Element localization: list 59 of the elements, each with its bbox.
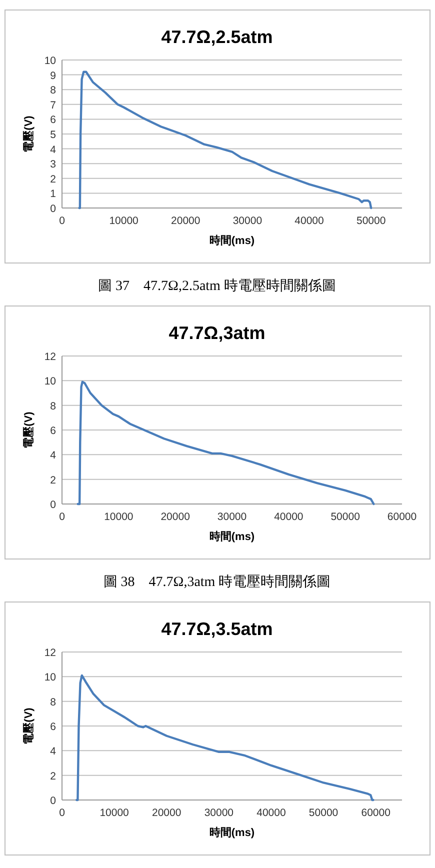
y-tick-label: 10 — [44, 376, 56, 388]
y-tick-label: 2 — [50, 173, 56, 186]
x-axis-title: 時間(ms) — [209, 530, 255, 543]
y-tick-label: 4 — [50, 144, 56, 156]
x-tick-label: 30000 — [232, 215, 262, 227]
y-tick-label: 8 — [50, 696, 56, 708]
y-axis-title: 電壓(V) — [22, 411, 35, 448]
y-tick-label: 8 — [50, 400, 56, 412]
x-tick-label: 40000 — [294, 215, 324, 227]
y-axis-title: 電壓(V) — [22, 115, 35, 152]
x-axis-title: 時間(ms) — [209, 826, 255, 839]
x-axis-title: 時間(ms) — [209, 234, 255, 247]
y-tick-label: 5 — [50, 129, 56, 141]
x-tick-label: 50000 — [308, 807, 338, 819]
y-tick-label: 0 — [50, 795, 56, 807]
y-tick-label: 2 — [50, 474, 56, 486]
x-tick-label: 30000 — [204, 807, 234, 819]
x-tick-label: 0 — [59, 511, 66, 523]
caption: 圖 38 47.7Ω,3atm 時電壓時間關係圖 — [103, 574, 331, 590]
x-tick-label: 0 — [59, 215, 66, 227]
y-tick-label: 2 — [50, 770, 56, 782]
y-axis-title: 電壓(V) — [22, 707, 35, 744]
y-tick-label: 12 — [44, 647, 56, 659]
x-tick-label: 40000 — [256, 807, 286, 819]
x-tick-label: 50000 — [356, 215, 386, 227]
x-tick-label: 10000 — [109, 215, 139, 227]
chart-title: 47.7Ω,2.5atm — [161, 27, 273, 47]
y-tick-label: 9 — [50, 70, 56, 82]
y-tick-label: 10 — [44, 55, 56, 67]
caption: 圖 37 47.7Ω,2.5atm 時電壓時間關係圖 — [98, 278, 336, 294]
x-tick-label: 50000 — [330, 511, 360, 523]
x-tick-label: 0 — [59, 807, 66, 819]
x-tick-label: 60000 — [361, 807, 391, 819]
y-tick-label: 4 — [50, 450, 56, 462]
y-tick-label: 4 — [50, 746, 56, 758]
y-tick-label: 0 — [50, 499, 56, 511]
y-tick-label: 12 — [44, 351, 56, 363]
y-tick-label: 10 — [44, 672, 56, 684]
y-tick-label: 8 — [50, 84, 56, 97]
x-tick-label: 60000 — [387, 511, 417, 523]
x-tick-label: 20000 — [160, 511, 190, 523]
x-tick-label: 10000 — [104, 511, 134, 523]
line-series — [76, 380, 375, 506]
x-tick-label: 10000 — [100, 807, 130, 819]
y-tick-label: 6 — [50, 114, 56, 126]
y-tick-label: 7 — [50, 99, 56, 112]
y-tick-label: 3 — [50, 158, 56, 171]
chart-title: 47.7Ω,3atm — [168, 323, 266, 343]
y-tick-label: 6 — [50, 721, 56, 733]
y-tick-label: 0 — [50, 203, 56, 215]
x-tick-label: 30000 — [217, 511, 247, 523]
line-series — [78, 70, 372, 210]
chart-title: 47.7Ω,3.5atm — [161, 619, 273, 639]
x-tick-label: 40000 — [274, 511, 304, 523]
x-tick-label: 20000 — [171, 215, 200, 227]
y-tick-label: 6 — [50, 425, 56, 437]
x-tick-label: 20000 — [152, 807, 182, 819]
y-tick-label: 1 — [50, 188, 56, 200]
line-series — [76, 674, 374, 802]
